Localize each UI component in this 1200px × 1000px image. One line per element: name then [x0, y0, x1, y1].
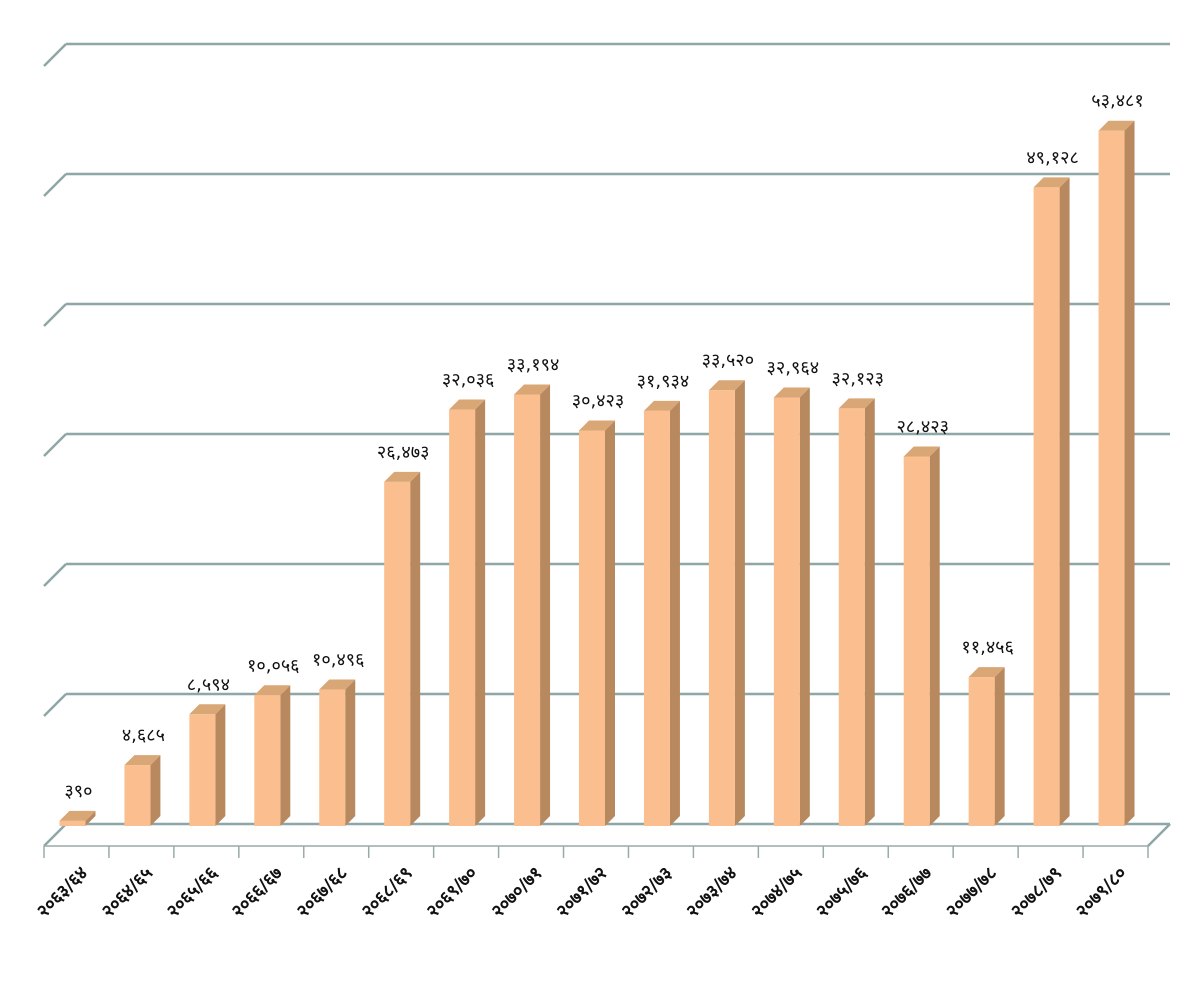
gridline [43, 822, 1170, 847]
x-axis [43, 845, 1149, 858]
bar [1098, 120, 1135, 826]
value-label: ४,६८५ [122, 725, 165, 746]
bar [59, 810, 96, 826]
gridline [43, 172, 1170, 197]
category-label: २०६६/६७ [228, 863, 287, 922]
category-label: २०७६/७७ [877, 863, 936, 922]
value-label: ३०,४२३ [572, 391, 625, 412]
category-label: २०६५/६६ [163, 862, 223, 922]
value-label: ३१,९३४ [637, 371, 690, 392]
category-label: २०७९/८० [1072, 863, 1131, 922]
value-label: ३३,५२० [702, 350, 755, 371]
value-label: ३२,९६४ [767, 357, 820, 378]
bar [773, 387, 810, 826]
bars [59, 120, 1135, 826]
category-label: २०६३/६४ [33, 863, 92, 922]
bar [514, 384, 551, 826]
gridlines [43, 42, 1171, 847]
value-label: २८,४२३ [896, 417, 949, 438]
bar [189, 704, 226, 826]
category-label: २०७८/७९ [1007, 863, 1066, 922]
value-label: ४९,१२८ [1026, 147, 1079, 168]
value-label: ८,५९४ [187, 674, 230, 695]
bar [319, 679, 356, 826]
bar [124, 755, 161, 826]
category-label: २०७२/७३ [617, 863, 676, 922]
category-label: २०६९/७० [422, 863, 481, 922]
bar [449, 399, 486, 826]
value-label: ३३,१९४ [507, 354, 560, 375]
bar [838, 398, 875, 826]
category-label: २०७१/७२ [552, 863, 611, 922]
bar [1033, 177, 1070, 826]
category-label: २०७७/७८ [942, 863, 1001, 922]
floor-edge [1147, 823, 1171, 847]
value-label: ११,४५६ [961, 637, 1014, 658]
bar [254, 685, 291, 826]
value-label: ५३,४८१ [1091, 91, 1144, 112]
value-label: १०,४९६ [312, 650, 365, 671]
category-label: २०७५/७६ [812, 862, 872, 922]
category-label: २०७४/७५ [747, 863, 806, 922]
category-label: २०७३/७४ [682, 863, 741, 922]
value-label: ३९० [64, 781, 92, 802]
bar [643, 400, 680, 826]
category-label: २०६७/६८ [293, 863, 352, 922]
category-label: २०६८/६९ [358, 863, 417, 922]
gridline [43, 562, 1170, 587]
value-label: १०,०५६ [247, 655, 300, 676]
category-label: २०६४/६५ [98, 863, 157, 922]
bar [384, 471, 421, 826]
bar [708, 380, 745, 826]
category-label: २०७०/७१ [487, 863, 546, 922]
category-labels: २०६३/६४ २०६४/६५ २०६५/६६ २०६६/६७ २०६७/६८ २०६८/… [33, 862, 1131, 922]
gridline [43, 42, 1170, 67]
value-label: ३२,१२३ [831, 368, 884, 389]
value-label: ३२,०३६ [442, 370, 495, 391]
gridline [43, 432, 1170, 457]
value-label: २६,४७३ [377, 442, 430, 463]
gridline [43, 302, 1170, 327]
bar [968, 667, 1005, 826]
bar [903, 446, 940, 826]
bar [579, 420, 615, 826]
value-labels: ३९० ४,६८५ ८,५९४ १०,०५६ १०,४९६ २६,४७३ ३२,०३६ ३३,… [64, 91, 1143, 802]
